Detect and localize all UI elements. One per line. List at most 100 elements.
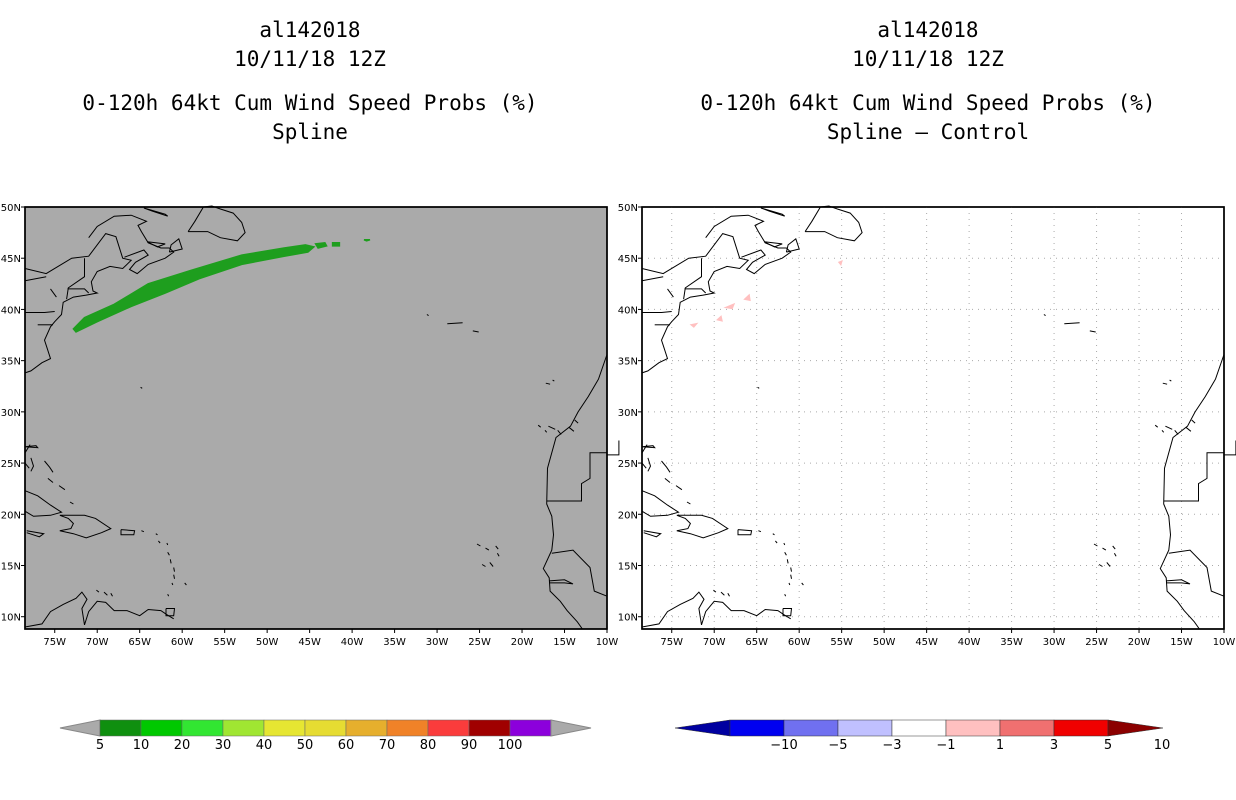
longitude-label: 35W: [383, 637, 406, 648]
coastline-segment: [481, 564, 486, 567]
colorbar-label: 90: [461, 738, 478, 753]
coastline-segment: [1163, 452, 1224, 502]
coastline-segment: [187, 205, 246, 242]
coastline-segment: [167, 593, 170, 597]
coastline-segment: [426, 314, 429, 317]
longitude-labels: 75W 70W 65W 60W 55W 50W 45W 40W 35W 30W 25W 20W 15W 1…: [660, 629, 1235, 648]
map-frame: [641, 206, 1225, 630]
coastline-segment: [542, 354, 608, 630]
colorbar-swatch: [999, 719, 1055, 737]
coastline-segment: [50, 288, 57, 298]
coastline-segment: [1089, 330, 1096, 333]
coastline-segment: [552, 379, 555, 382]
colorbar-high-arrow: [550, 719, 592, 737]
coastline-segment: [141, 530, 145, 533]
coastline-segment: [47, 478, 54, 483]
coastline-segment: [551, 549, 608, 597]
coastline-segment: [790, 567, 792, 572]
colorbar-swatch: [1053, 719, 1109, 737]
longitude-label: 55W: [830, 637, 853, 648]
colorbar-label: 40: [256, 738, 273, 753]
longitude-label: 65W: [745, 637, 768, 648]
swath-region: [72, 244, 316, 333]
coastline-segment: [641, 276, 664, 282]
colorbar-swatch: [729, 719, 785, 737]
coastline-segment: [786, 559, 789, 564]
longitude-label: 10W: [596, 637, 619, 648]
coastline-segment: [641, 445, 656, 449]
longitude-label: 50W: [873, 637, 896, 648]
longitude-label: 40W: [958, 637, 981, 648]
coastline-segment: [642, 311, 672, 313]
coastline-segment: [476, 543, 481, 547]
coastline-segment: [166, 542, 169, 546]
coastline-segment: [784, 593, 787, 597]
coastline-segment: [1043, 314, 1046, 317]
coastline-segment: [737, 529, 753, 536]
coastline-segment: [667, 288, 674, 298]
coastline-segment: [69, 501, 74, 505]
coastline-segment: [641, 591, 791, 628]
colorbar-low-arrow: [59, 719, 101, 737]
coastline-segment: [782, 608, 793, 617]
coastline-segment: [727, 592, 730, 597]
coastline-segment: [664, 478, 671, 483]
right-product-title: 0-120h 64kt Cum Wind Speed Probs (%): [700, 91, 1156, 115]
coastline-segment: [140, 386, 143, 389]
coastline-segment: [1112, 545, 1116, 550]
coastline-segment: [66, 258, 85, 300]
latitude-label: 10N: [1, 613, 21, 624]
coastline-segment: [143, 207, 169, 217]
coastline-segment: [58, 485, 66, 491]
coastline-segment: [1162, 382, 1168, 385]
right-subtitle: Spline – Control: [826, 120, 1030, 144]
coastline-segment: [495, 545, 499, 550]
longitude-label: 25W: [1085, 637, 1108, 648]
latitude-label: 50N: [1, 203, 21, 214]
colorbar-label: −1: [936, 738, 955, 753]
coastline-segment: [1093, 543, 1098, 547]
coastline-segment: [1064, 322, 1080, 325]
longitude-label: 70W: [86, 637, 109, 648]
coastline-segment: [155, 533, 158, 536]
latitude-label: 25N: [1, 459, 21, 470]
left-product-title: 0-120h 64kt Cum Wind Speed Probs (%): [82, 91, 538, 115]
latitude-label: 45N: [1, 254, 21, 265]
coastline-segment: [26, 530, 45, 538]
longitude-labels: 75W 70W 65W 60W 55W 50W 45W 40W 35W 30W 25W 20W 15W 1…: [43, 629, 618, 648]
swath-region: [743, 293, 751, 302]
coastline-segment: [1159, 354, 1225, 630]
coastline-segment: [1169, 379, 1172, 382]
latitude-label: 45N: [618, 254, 638, 265]
colorbar-swatch: [427, 719, 470, 737]
coastline-segment: [1168, 549, 1225, 597]
longitude-label: 75W: [660, 637, 683, 648]
coastline-segment: [548, 425, 556, 430]
colorbar-swatch: [468, 719, 511, 737]
right-map-panel: 75W 70W 65W 60W 55W 50W 45W 40W 35W 30W 25W 20W 15W 1…: [617, 195, 1236, 660]
coastline-segment: [537, 424, 542, 428]
colorbar-label: 5: [96, 738, 104, 753]
longitude-label: 45W: [298, 637, 321, 648]
coastline-segment: [447, 322, 463, 325]
longitude-label: 50W: [256, 637, 279, 648]
colorbar-low-arrow: [674, 719, 731, 737]
longitude-label: 35W: [1000, 637, 1023, 648]
latitude-label: 35N: [618, 357, 638, 368]
coastline-segment: [788, 582, 791, 586]
coastline-segment: [790, 574, 792, 579]
longitude-label: 30W: [1043, 637, 1066, 648]
coastline-segment: [489, 562, 494, 567]
colorbar-label: 3: [1050, 738, 1058, 753]
latitude-label: 35N: [1, 357, 21, 368]
latitude-label: 40N: [1, 305, 21, 316]
colorbar-label: 5: [1104, 738, 1112, 753]
swath-region: [331, 242, 341, 247]
right-colorbar: −10 −5 −3 −1 1 3 5 10: [650, 705, 1236, 765]
coastline-segment: [1191, 419, 1196, 424]
longitude-label: 15W: [1170, 637, 1193, 648]
coastline-segment: [24, 490, 63, 517]
left-datetime: 10/11/18 12Z: [234, 47, 386, 71]
colorbar-swatch: [140, 719, 183, 737]
left-colorbar: 5 10 20 30 40 50 60 70 80 90 100: [40, 705, 640, 765]
